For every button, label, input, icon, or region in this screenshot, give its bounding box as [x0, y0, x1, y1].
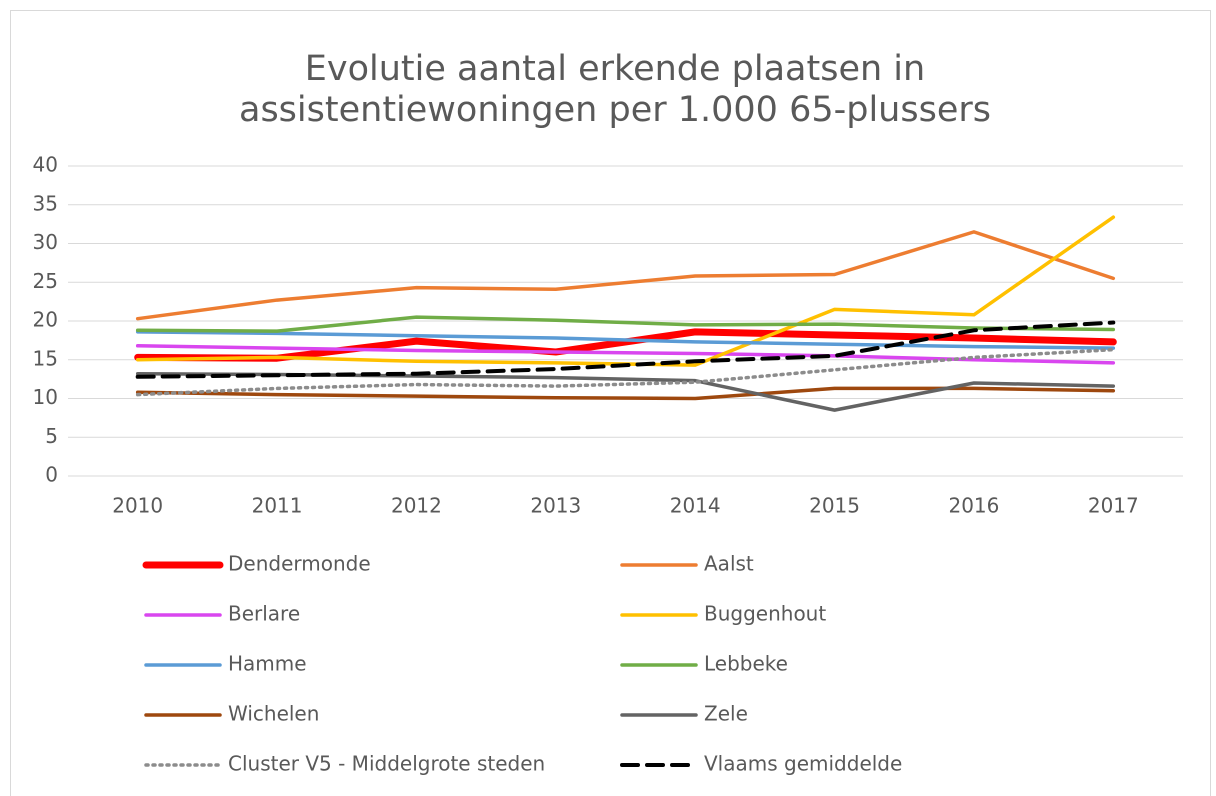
legend-label: Zele	[704, 702, 748, 726]
y-tick-label: 35	[33, 191, 58, 215]
legend-label: Berlare	[228, 602, 300, 626]
series-line	[135, 320, 1116, 379]
legend-label: Cluster V5 - Middelgrote steden	[228, 752, 545, 776]
y-tick-label: 15	[33, 346, 58, 370]
y-tick-label: 0	[45, 463, 58, 487]
legend-label: Lebbeke	[704, 652, 788, 676]
series-line	[135, 330, 1116, 350]
chart-title: assistentiewoningen per 1.000 65-plusser…	[239, 90, 991, 130]
y-tick-label: 30	[33, 230, 58, 254]
legend-label: Buggenhout	[704, 602, 826, 626]
x-tick-label: 2012	[391, 494, 442, 518]
series-line	[135, 347, 1116, 397]
legend-label: Aalst	[704, 552, 754, 576]
x-tick-label: 2015	[809, 494, 860, 518]
x-tick-label: 2011	[252, 494, 303, 518]
chart-title: Evolutie aantal erkende plaatsen in	[305, 49, 925, 89]
x-tick-label: 2013	[530, 494, 581, 518]
y-tick-label: 5	[45, 424, 58, 448]
y-tick-label: 25	[33, 269, 58, 293]
series-line	[135, 230, 1116, 321]
x-tick-label: 2016	[948, 494, 999, 518]
series-line	[135, 315, 1116, 333]
legend-label: Dendermonde	[228, 552, 371, 576]
y-tick-label: 40	[33, 153, 58, 177]
x-tick-label: 2014	[670, 494, 721, 518]
legend-label: Vlaams gemiddelde	[704, 752, 902, 776]
x-tick-label: 2010	[112, 494, 163, 518]
legend-label: Wichelen	[228, 702, 319, 726]
y-tick-label: 10	[33, 385, 58, 409]
series-line	[134, 328, 1117, 362]
x-tick-label: 2017	[1088, 494, 1139, 518]
y-tick-label: 20	[33, 308, 58, 332]
legend-label: Hamme	[228, 652, 307, 676]
